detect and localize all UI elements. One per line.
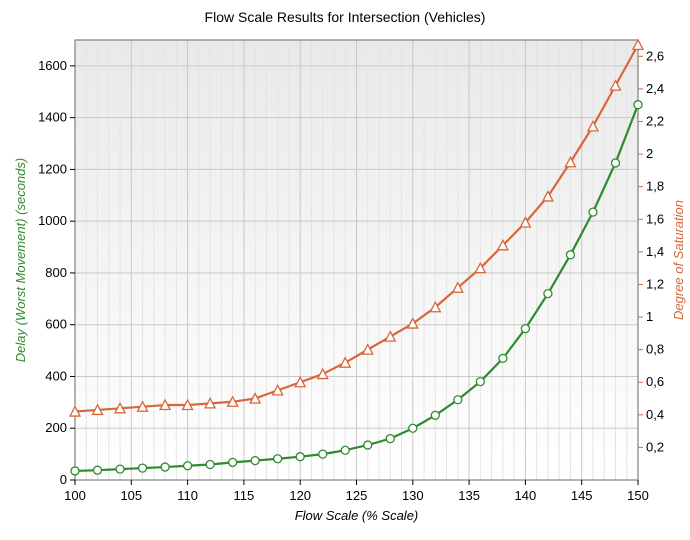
delay-series-marker [409,424,417,432]
delay-series-marker [589,208,597,216]
y-right-tick-label: 2,4 [646,81,664,96]
delay-series-marker [544,290,552,298]
x-tick-label: 110 [177,488,198,503]
x-tick-label: 115 [234,488,255,503]
y-left-axis-label: Delay (Worst Movement) (seconds) [13,158,28,362]
delay-series-marker [116,465,124,473]
y-left-tick-label: 800 [45,265,67,280]
chart-title: Flow Scale Results for Intersection (Veh… [205,9,486,25]
y-left-tick-label: 400 [45,368,67,383]
chart-svg: Flow Scale Results for Intersection (Veh… [0,0,690,540]
x-tick-label: 150 [627,488,649,503]
y-left-tick-label: 1600 [38,58,67,73]
x-tick-label: 140 [515,488,537,503]
delay-series-marker [521,325,529,333]
delay-series-marker [386,435,394,443]
delay-series-marker [71,467,79,475]
y-right-tick-label: 0,6 [646,374,664,389]
x-tick-label: 100 [64,488,86,503]
y-left-tick-label: 1200 [38,161,67,176]
y-right-tick-label: 2,2 [646,113,664,128]
delay-series-marker [431,411,439,419]
x-tick-label: 135 [458,488,480,503]
chart-container: Flow Scale Results for Intersection (Veh… [0,0,690,540]
delay-series-marker [454,396,462,404]
delay-series-marker [319,450,327,458]
y-left-tick-label: 200 [45,420,67,435]
y-right-tick-label: 1,6 [646,211,664,226]
delay-series-marker [206,460,214,468]
y-right-tick-label: 1,4 [646,244,664,259]
delay-series-marker [566,251,574,259]
delay-series-marker [161,463,169,471]
delay-series-marker [611,159,619,167]
y-right-tick-label: 0,4 [646,407,664,422]
x-tick-label: 105 [120,488,142,503]
x-tick-label: 130 [402,488,424,503]
y-right-axis-label: Degree of Saturation [671,200,686,320]
delay-series-marker [499,354,507,362]
delay-series-marker [251,457,259,465]
y-left-tick-label: 0 [60,472,67,487]
x-tick-label: 145 [571,488,593,503]
x-tick-label: 125 [346,488,368,503]
delay-series-marker [341,446,349,454]
y-right-tick-label: 2 [646,146,653,161]
delay-series-marker [634,101,642,109]
delay-series-marker [139,464,147,472]
delay-series-marker [476,378,484,386]
x-axis-label: Flow Scale (% Scale) [295,508,419,523]
y-right-tick-label: 1,2 [646,276,664,291]
y-left-tick-label: 1000 [38,213,67,228]
y-right-tick-label: 0,8 [646,342,664,357]
y-left-tick-label: 600 [45,317,67,332]
delay-series-marker [274,455,282,463]
delay-series-marker [94,466,102,474]
y-right-tick-label: 2,6 [646,48,664,63]
y-left-tick-label: 1400 [38,110,67,125]
y-right-tick-label: 1 [646,309,653,324]
y-right-tick-label: 1,8 [646,179,664,194]
delay-series-marker [229,458,237,466]
delay-series-marker [296,453,304,461]
x-tick-label: 120 [289,488,311,503]
delay-series-marker [184,462,192,470]
delay-series-marker [364,441,372,449]
y-right-tick-label: 0,2 [646,439,664,454]
